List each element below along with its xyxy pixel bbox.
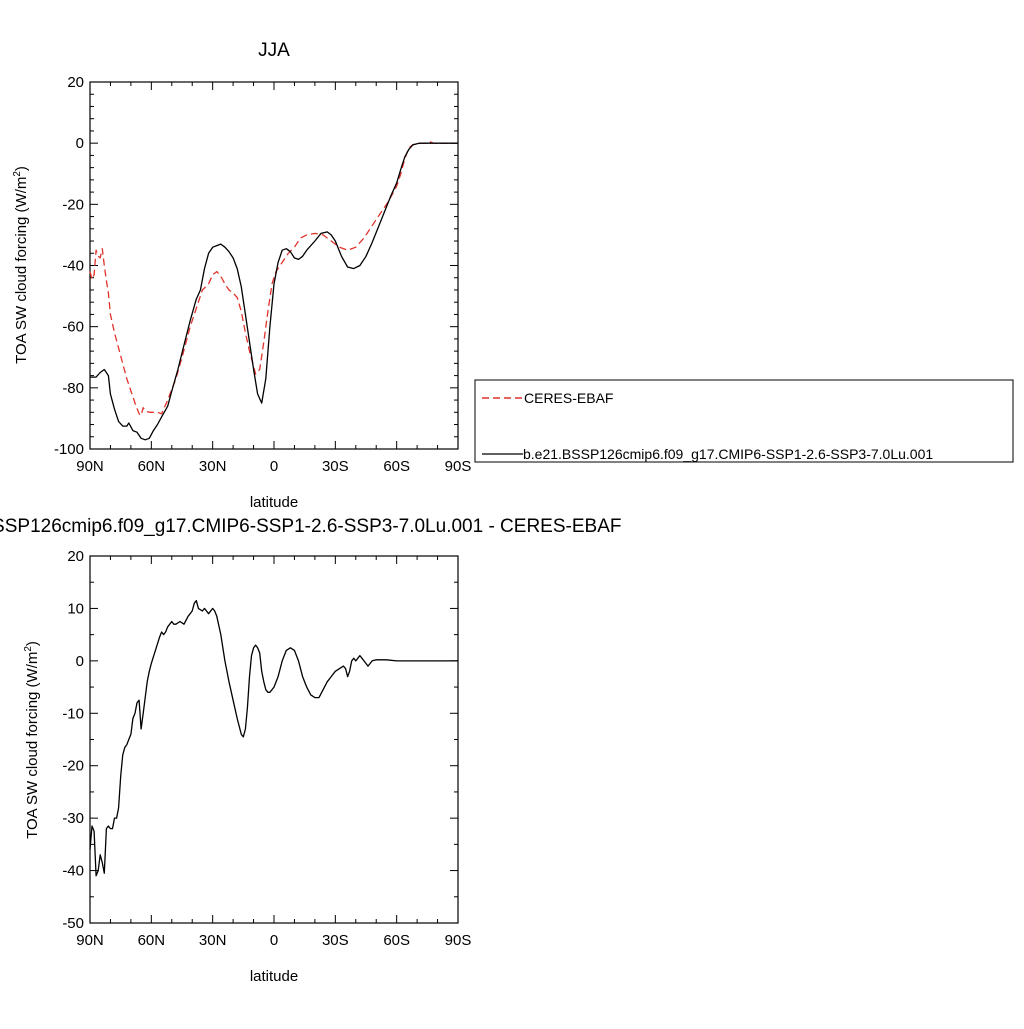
chart-jja: JJA 90N 60N 30N 0 30S 60S 90S 20 0 -20 -40 -60 -80 -1… [12, 40, 471, 511]
y-tick-label: -60 [62, 319, 84, 336]
y-tick-label: 0 [76, 653, 84, 670]
y-tick-label: -50 [62, 915, 84, 932]
x-tick-label: 60N [138, 458, 166, 475]
legend: CERES-EBAF b.e21.BSSP126cmip6.f09_g17.CM… [474, 379, 1014, 463]
y-tick-label: -80 [62, 380, 84, 397]
x-tick-label: 0 [270, 932, 278, 949]
chart-jja-plot-frame [89, 81, 459, 450]
y-tick-label: -20 [62, 196, 84, 213]
y-tick-label: 0 [76, 135, 84, 152]
chart-diff-plot-frame [89, 555, 459, 924]
chart-jja-title: JJA [258, 40, 290, 61]
series-line-0 [89, 599, 458, 877]
x-tick-label: 90S [445, 932, 472, 949]
y-tick-label: -40 [62, 258, 84, 275]
x-tick-label: 30S [322, 458, 349, 475]
x-tick-label: 30N [199, 458, 227, 475]
series-line-1 [90, 142, 458, 441]
y-tick-label: -20 [62, 758, 84, 775]
legend-label-model: b.e21.BSSP126cmip6.f09_g17.CMIP6-SSP1-2.… [523, 446, 933, 462]
chart-diff-title: b.e21.BSSP126cmip6.f09_g17.CMIP6-SSP1-2.… [0, 516, 621, 537]
x-tick-label: 30S [322, 932, 349, 949]
y-tick-label: -10 [62, 705, 84, 722]
chart-jja-ylabel: TOA SW cloud forcing (W/m2) [12, 166, 30, 364]
chart-jja-xlabel: latitude [250, 494, 298, 511]
chart-diff-series [89, 599, 458, 877]
y-tick-label: 20 [67, 74, 84, 91]
y-tick-label: 20 [67, 548, 84, 565]
x-tick-label: 60S [383, 932, 410, 949]
series-line-0 [89, 140, 458, 417]
x-tick-label: 90N [76, 932, 104, 949]
chart-diff-ticks: 90N 60N 30N 0 30S 60S 90S 20 10 0 -10 -20 -30 -40 -50 [62, 548, 471, 949]
y-tick-label: -100 [54, 441, 84, 458]
chart-diff-ylabel: TOA SW cloud forcing (W/m2) [23, 641, 41, 839]
y-tick-label: -40 [62, 863, 84, 880]
legend-label-ceres: CERES-EBAF [524, 390, 613, 406]
x-tick-label: 60S [383, 458, 410, 475]
chart-diff: b.e21.BSSP126cmip6.f09_g17.CMIP6-SSP1-2.… [0, 516, 621, 985]
x-tick-label: 90S [445, 458, 472, 475]
x-tick-label: 90N [76, 458, 104, 475]
y-tick-label: -30 [62, 810, 84, 827]
y-tick-label: 10 [67, 600, 84, 617]
legend-box [474, 379, 1014, 463]
x-tick-label: 0 [270, 458, 278, 475]
x-tick-label: 60N [138, 932, 166, 949]
chart-jja-ticks: 90N 60N 30N 0 30S 60S 90S 20 0 -20 -40 -60 -80 -100 [54, 74, 471, 475]
chart-jja-series [89, 140, 458, 441]
chart-diff-xlabel: latitude [250, 968, 298, 985]
x-tick-label: 30N [199, 932, 227, 949]
